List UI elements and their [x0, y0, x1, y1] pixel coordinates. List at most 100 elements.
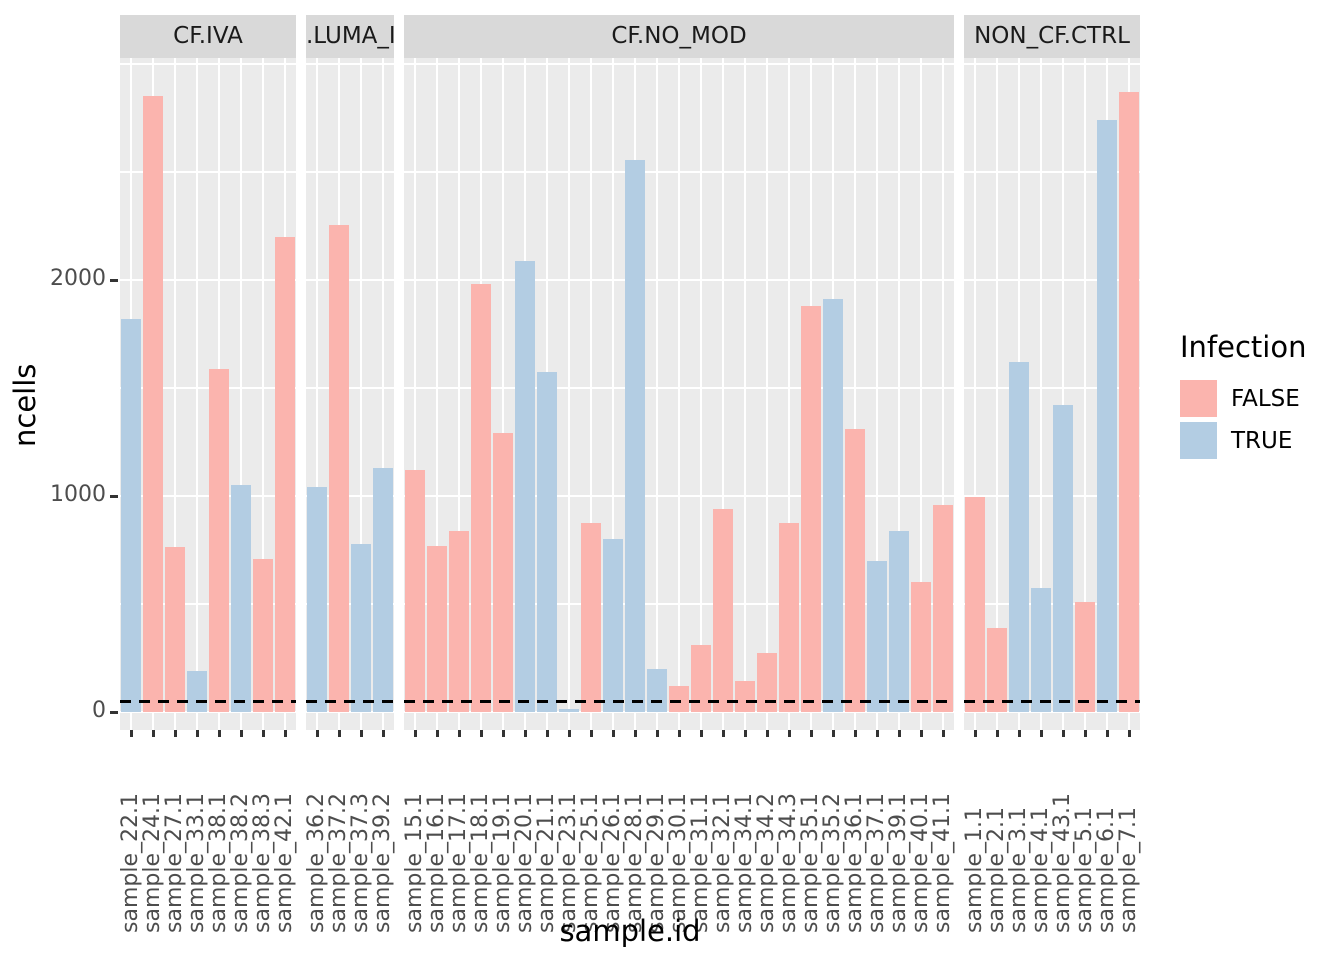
gridline-vertical — [1040, 58, 1042, 730]
bar-sample_4.1 — [1031, 587, 1051, 712]
gridline-minor — [306, 387, 394, 389]
gridline-vertical — [458, 58, 460, 730]
x-tick — [337, 730, 341, 737]
gridline-vertical — [240, 58, 242, 730]
bar-sample_41.1 — [933, 504, 953, 712]
bar-sample_22.1 — [121, 318, 141, 712]
bar-sample_17.1 — [449, 530, 469, 712]
x-tick — [919, 730, 923, 737]
gridline-major — [306, 279, 394, 281]
x-tick — [973, 730, 977, 737]
bar-sample_36.1 — [845, 429, 865, 712]
gridline-vertical — [766, 58, 768, 730]
facet-strip: NON_CF.CTRL — [964, 15, 1140, 58]
gridline-vertical — [854, 58, 856, 730]
bar-sample_32.1 — [713, 508, 733, 712]
facet-column: CF.NO_MOD sample_15.1 sample_16.1 sample_17… — [402, 15, 955, 933]
x-tick — [1061, 730, 1065, 737]
bar-sample_42.1 — [275, 236, 295, 712]
bar-sample_7.1 — [1119, 92, 1139, 712]
y-tick — [110, 278, 118, 282]
x-tick — [239, 730, 243, 737]
bar-sample_5.1 — [1075, 601, 1095, 712]
gridline-vertical — [722, 58, 724, 730]
bar-sample_1.1 — [965, 497, 985, 712]
x-tick-label: sample_42.1 — [272, 793, 297, 933]
x-tick — [655, 730, 659, 737]
x-tick — [743, 730, 747, 737]
x-tick — [195, 730, 199, 737]
gridline-minor — [306, 603, 394, 605]
gridline-minor — [964, 171, 1140, 173]
bar-sample_26.1 — [603, 539, 623, 712]
bar-sample_21.1 — [537, 371, 557, 712]
y-tick-label: 0 — [92, 698, 106, 723]
gridline-major — [120, 495, 296, 497]
x-tick — [765, 730, 769, 737]
gridline-vertical — [502, 58, 504, 730]
facet-panel — [964, 58, 1140, 730]
legend-title: Infection — [1180, 330, 1307, 364]
gridline-vertical — [788, 58, 790, 730]
gridline-vertical — [590, 58, 592, 730]
x-axis-title: sample.id — [559, 914, 701, 948]
gridline-minor — [964, 603, 1140, 605]
gridline-vertical — [316, 58, 318, 730]
gridline-vertical — [744, 58, 746, 730]
gridline-vertical — [678, 58, 680, 730]
threshold-dashed-line — [120, 699, 296, 703]
bar-sample_34.1 — [735, 680, 755, 712]
bar-sample_37.2 — [329, 224, 349, 712]
gridline-vertical — [996, 58, 998, 730]
y-tick — [110, 494, 118, 498]
bar-sample_6.1 — [1097, 120, 1117, 712]
x-tick — [677, 730, 681, 737]
gridline-major — [964, 63, 1140, 65]
bar-sample_27.1 — [165, 546, 185, 712]
bar-sample_40.1 — [911, 582, 931, 712]
threshold-dashed-line — [964, 699, 1140, 703]
x-tick — [611, 730, 615, 737]
x-tick — [413, 730, 417, 737]
bar-sample_25.1 — [581, 523, 601, 712]
facet-panel — [120, 58, 296, 730]
facet-strip: CF.NO_MOD — [404, 15, 954, 58]
gridline-minor — [964, 387, 1140, 389]
bar-sample_23.1 — [559, 708, 579, 712]
x-tick — [261, 730, 265, 737]
gridline-vertical — [876, 58, 878, 730]
x-tick-label: sample_7.1 — [1116, 807, 1141, 933]
gridline-vertical — [174, 58, 176, 730]
bar-sample_36.2 — [307, 487, 327, 712]
threshold-dashed-line — [306, 699, 394, 703]
x-tick — [435, 730, 439, 737]
gridline-major — [306, 63, 394, 65]
facet-strip: .LUMA_IV — [306, 15, 394, 58]
gridline-major — [964, 279, 1140, 281]
x-tick — [129, 730, 133, 737]
bar-sample_29.1 — [647, 668, 667, 712]
bar-sample_28.1 — [625, 160, 645, 712]
gridline-vertical — [1084, 58, 1086, 730]
x-tick — [359, 730, 363, 737]
bar-sample_37.3 — [351, 543, 371, 712]
facet-panel — [404, 58, 954, 730]
x-tick — [941, 730, 945, 737]
bar-sample_34.3 — [779, 523, 799, 712]
facet-panel — [306, 58, 394, 730]
x-tick — [633, 730, 637, 737]
gridline-major — [120, 711, 296, 713]
gridline-major — [120, 279, 296, 281]
x-tick — [457, 730, 461, 737]
y-tick-label: 1000 — [50, 482, 106, 507]
y-tick — [110, 710, 118, 714]
gridline-vertical — [436, 58, 438, 730]
bar-sample_15.1 — [405, 470, 425, 712]
x-tick — [217, 730, 221, 737]
facet-strip: CF.IVA — [120, 15, 296, 58]
bar-sample_24.1 — [143, 96, 163, 712]
legend-label: FALSE — [1231, 385, 1300, 412]
bar-sample_38.2 — [231, 485, 251, 712]
gridline-vertical — [262, 58, 264, 730]
